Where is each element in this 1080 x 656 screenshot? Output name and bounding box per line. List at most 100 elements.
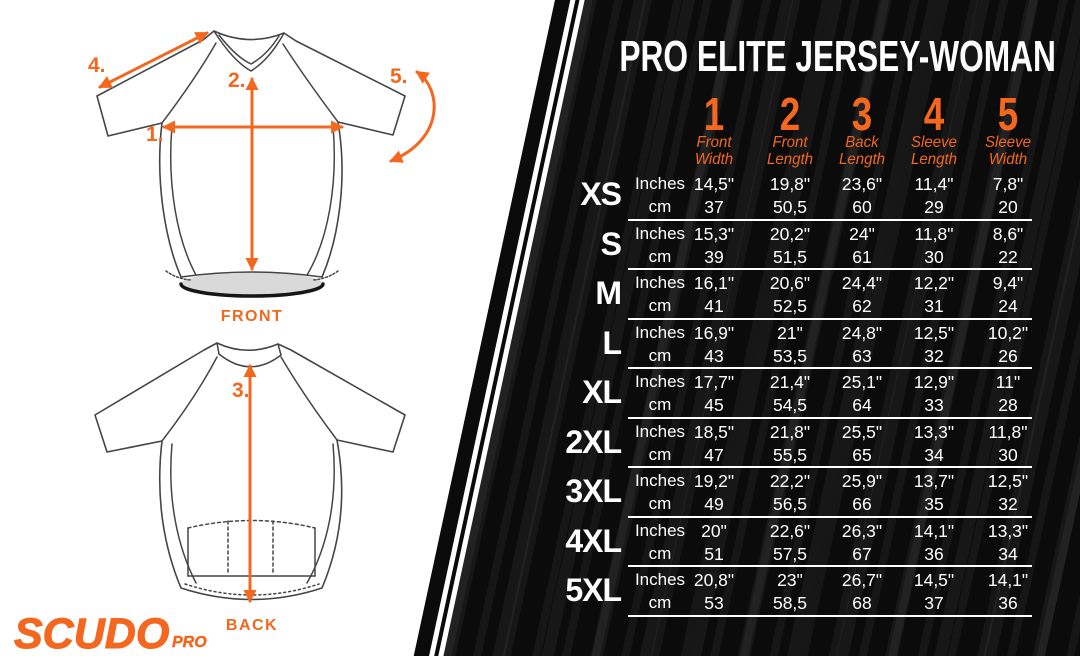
value-cell: 64 bbox=[852, 395, 872, 415]
value-cell: 51 bbox=[704, 543, 724, 564]
value-cell: 55,5 bbox=[772, 444, 808, 465]
value-cell: 22,6" bbox=[769, 520, 811, 541]
value-cell: 12,9" bbox=[913, 372, 955, 392]
page-title: PRO ELITE JERSEY-WOMAN bbox=[619, 32, 1056, 81]
value-cell: 47 bbox=[704, 444, 724, 465]
size-label: XL bbox=[582, 374, 622, 410]
value-cell: 30 bbox=[924, 246, 944, 267]
column-number: 3 bbox=[851, 88, 873, 140]
size-label: M bbox=[595, 275, 622, 311]
value-cell: 20,6" bbox=[769, 273, 811, 293]
size-label: S bbox=[600, 225, 622, 262]
value-cell: 50,5 bbox=[772, 197, 808, 217]
jersey-back-diagram: 3. BACK bbox=[94, 342, 406, 634]
table-row: 4XL Inches cm 20" 22,6" 26,3" 14,1" 13,3… bbox=[545, 518, 1080, 568]
value-cell: 12,5" bbox=[913, 322, 955, 343]
measure-arrow-4 bbox=[98, 31, 209, 89]
value-cell: 24" bbox=[849, 223, 875, 244]
value-cell: 31 bbox=[924, 296, 944, 316]
value-cell: 25,9" bbox=[841, 471, 883, 491]
column-header-sleeve-length: 4 Sleeve Length bbox=[894, 91, 974, 168]
value-cell: 15,3" bbox=[693, 223, 735, 244]
jersey-measurement-diagram: 4. 2. 1. 5. FRONT bbox=[14, 30, 436, 656]
value-cell: 11,4" bbox=[914, 174, 954, 194]
front-label: FRONT bbox=[221, 308, 284, 325]
value-cell: 34 bbox=[998, 543, 1018, 564]
back-label: BACK bbox=[226, 617, 278, 634]
unit-label: cm bbox=[648, 197, 672, 216]
unit-label: Inches bbox=[634, 570, 686, 589]
unit-label: cm bbox=[648, 494, 672, 513]
value-cell: 66 bbox=[852, 494, 872, 514]
value-cell: 11,8" bbox=[988, 421, 1028, 442]
value-cell: 25,5" bbox=[841, 421, 883, 442]
value-cell: 24,4" bbox=[841, 273, 883, 293]
value-cell: 16,1" bbox=[693, 273, 735, 293]
size-table: XS Inches cm 14,5" 19,8" 23,6" 11,4" 7,8… bbox=[545, 171, 1080, 617]
value-cell: 26,3" bbox=[841, 520, 883, 541]
table-row: L Inches cm 16,9" 21" 24,8" 12,5" 10,2" … bbox=[545, 320, 1080, 370]
value-cell: 21" bbox=[777, 322, 803, 343]
table-row: XS Inches cm 14,5" 19,8" 23,6" 11,4" 7,8… bbox=[545, 171, 1080, 221]
unit-label: Inches bbox=[634, 322, 686, 342]
value-cell: 26,7" bbox=[841, 570, 883, 590]
value-cell: 14,1" bbox=[987, 570, 1029, 590]
unit-label: cm bbox=[648, 444, 672, 464]
scudo-pro-logo: SCUDO PRO bbox=[14, 610, 208, 656]
table-row: XL Inches cm 17,7" 21,4" 25,1" 12,9" 11"… bbox=[545, 369, 1080, 419]
value-cell: 13,7" bbox=[913, 471, 955, 491]
jersey-front-diagram: 4. 2. 1. 5. FRONT bbox=[88, 30, 436, 325]
value-cell: 65 bbox=[852, 444, 872, 465]
marker-label-3: 3. bbox=[232, 379, 250, 402]
column-header-front-width: 1 Front Width bbox=[674, 91, 754, 168]
unit-label: Inches bbox=[634, 471, 686, 490]
value-cell: 12,5" bbox=[987, 471, 1029, 491]
value-cell: 34 bbox=[924, 444, 944, 465]
unit-label: Inches bbox=[634, 174, 686, 193]
table-row: S Inches cm 15,3" 20,2" 24" 11,8" 8,6" 3… bbox=[545, 221, 1080, 271]
value-cell: 28 bbox=[998, 395, 1018, 415]
unit-label: cm bbox=[648, 395, 672, 414]
column-label: Sleeve Length bbox=[910, 134, 958, 168]
measure-arrow-5 bbox=[389, 70, 436, 163]
value-cell: 53 bbox=[704, 593, 724, 613]
value-cell: 13,3" bbox=[913, 421, 955, 442]
column-header-sleeve-width: 5 Sleeve Width bbox=[968, 88, 1048, 168]
value-cell: 62 bbox=[852, 296, 872, 316]
value-cell: 35 bbox=[924, 494, 944, 514]
value-cell: 19,8" bbox=[769, 174, 811, 194]
column-header-back-length: 3 Back Length bbox=[822, 88, 902, 168]
unit-label: Inches bbox=[634, 273, 686, 292]
unit-label: cm bbox=[648, 296, 672, 315]
marker-label-5: 5. bbox=[390, 65, 408, 88]
unit-label: cm bbox=[648, 543, 672, 563]
unit-label: Inches bbox=[634, 520, 686, 540]
value-cell: 41 bbox=[704, 296, 724, 316]
value-cell: 24 bbox=[998, 296, 1018, 316]
value-cell: 13,3" bbox=[987, 520, 1029, 541]
marker-label-4: 4. bbox=[88, 54, 106, 77]
value-cell: 18,5" bbox=[693, 421, 735, 442]
column-label: Front Length bbox=[766, 134, 814, 168]
value-cell: 39 bbox=[704, 246, 724, 267]
column-number: 2 bbox=[779, 88, 801, 140]
value-cell: 58,5 bbox=[772, 593, 808, 613]
value-cell: 63 bbox=[852, 345, 872, 366]
size-label: 3XL bbox=[565, 473, 622, 509]
unit-label: cm bbox=[648, 246, 672, 266]
column-number: 5 bbox=[997, 88, 1019, 140]
value-cell: 10,2" bbox=[987, 322, 1029, 343]
value-cell: 11" bbox=[995, 372, 1021, 392]
value-cell: 36 bbox=[924, 543, 944, 564]
value-cell: 67 bbox=[852, 543, 872, 564]
value-cell: 16,9" bbox=[693, 322, 735, 343]
value-cell: 51,5 bbox=[772, 246, 808, 267]
value-cell: 60 bbox=[852, 197, 872, 217]
brand-wordmark: SCUDO bbox=[14, 610, 169, 656]
value-cell: 19,2" bbox=[693, 471, 735, 491]
value-cell: 11,8" bbox=[914, 223, 954, 244]
value-cell: 20,2" bbox=[769, 223, 811, 244]
size-label: L bbox=[602, 324, 622, 361]
